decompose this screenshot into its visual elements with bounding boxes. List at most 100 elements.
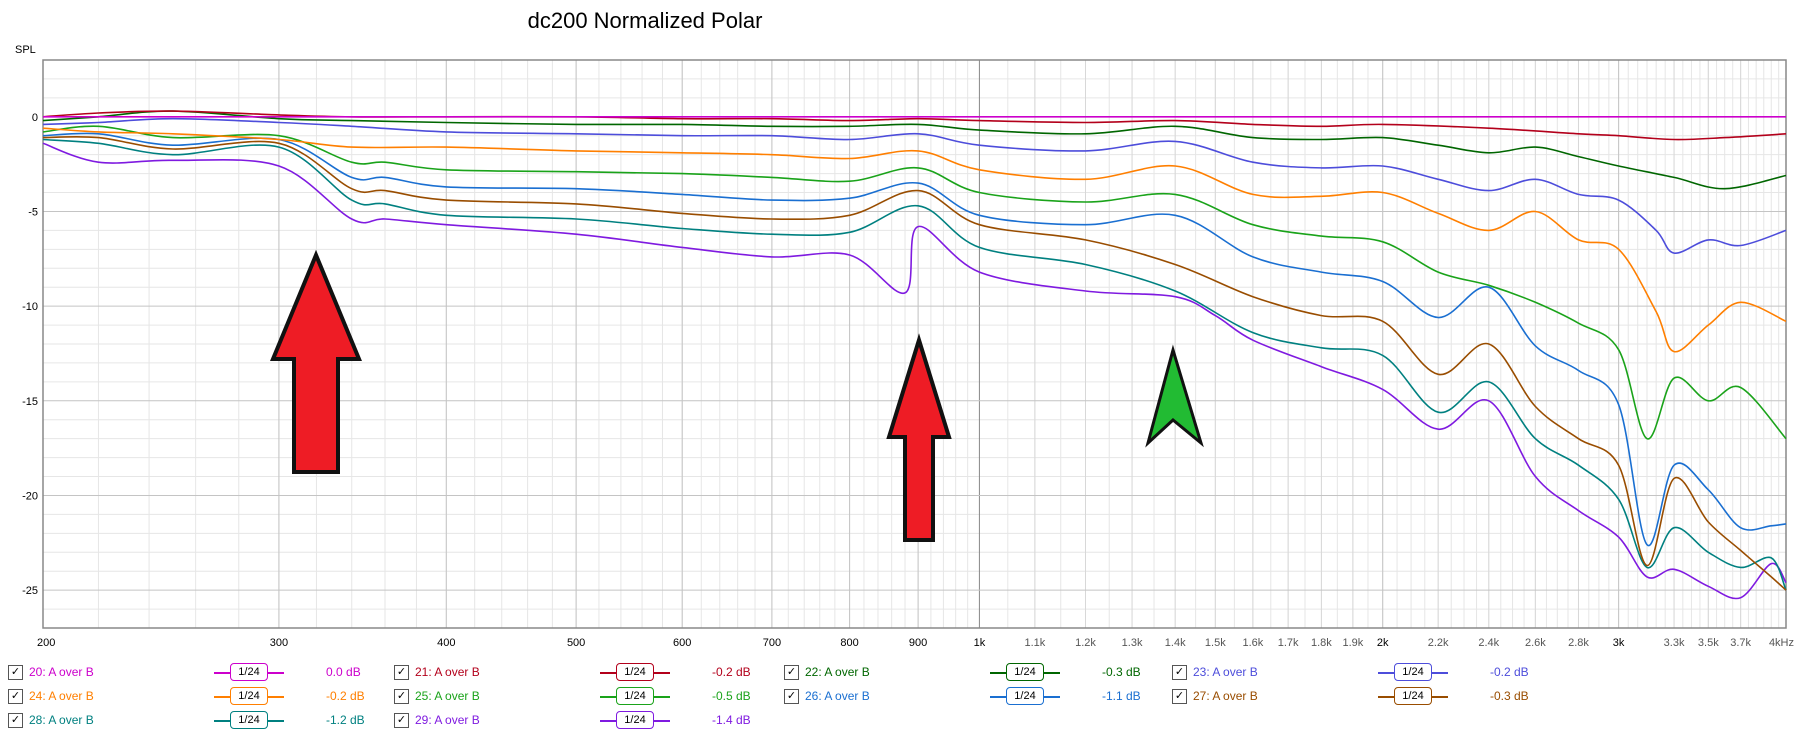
legend-checkbox[interactable]: ✓	[394, 689, 409, 704]
series-line	[42, 135, 1787, 591]
series-line	[42, 117, 1787, 254]
legend-checkbox[interactable]: ✓	[1172, 665, 1187, 680]
legend-entry: ✓ 25: A over B 1/24 -0.5 dB	[394, 686, 774, 706]
x-tick-label: 2.6k	[1525, 637, 1546, 649]
x-tick-label: 900	[909, 637, 927, 649]
legend-smoothing-label: 1/24	[616, 711, 654, 729]
y-tick-labels: 0 -5 -10 -15 -20 -25	[22, 112, 38, 597]
series-line	[42, 138, 1787, 591]
x-tick-label: 2.4k	[1478, 637, 1499, 649]
x-tick-label: 800	[840, 637, 858, 649]
x-tick-label: 300	[270, 637, 288, 649]
x-tick-label: 3.5k	[1698, 637, 1719, 649]
x-tick-label: 1.4k	[1165, 637, 1186, 649]
legend-smoothing-label: 1/24	[1394, 687, 1432, 705]
x-tick-label: 3.7k	[1730, 637, 1751, 649]
legend-checkbox[interactable]: ✓	[1172, 689, 1187, 704]
red-arrow-annotation-1	[270, 249, 362, 474]
legend-series-name: 23: A over B	[1193, 665, 1258, 679]
x-tick-label: 1.6k	[1242, 637, 1263, 649]
legend-offset: -0.2 dB	[712, 665, 751, 679]
legend-series-name: 21: A over B	[415, 665, 480, 679]
series-line	[42, 125, 1787, 440]
legend-smoothing-button[interactable]: 1/24	[1378, 663, 1448, 681]
legend-smoothing-button[interactable]: 1/24	[214, 663, 284, 681]
x-tick-label: 700	[763, 637, 781, 649]
legend-entry: ✓ 22: A over B 1/24 -0.3 dB	[784, 662, 1164, 682]
x-tick-label: 2.8k	[1568, 637, 1589, 649]
legend-entry: ✓ 21: A over B 1/24 -0.2 dB	[394, 662, 774, 682]
legend-offset: -0.3 dB	[1490, 689, 1529, 703]
legend-offset: 0.0 dB	[326, 665, 361, 679]
legend-entry: ✓ 23: A over B 1/24 -0.2 dB	[1172, 662, 1552, 682]
legend: ✓ 20: A over B 1/24 0.0 dB ✓ 21: A over B 1/24…	[0, 662, 1800, 734]
legend-checkbox[interactable]: ✓	[8, 689, 23, 704]
legend-series-name: 28: A over B	[29, 713, 94, 727]
series-line	[42, 142, 1787, 600]
legend-smoothing-label: 1/24	[1006, 687, 1044, 705]
legend-checkbox[interactable]: ✓	[8, 665, 23, 680]
legend-series-name: 22: A over B	[805, 665, 870, 679]
y-tick-label: -5	[28, 206, 38, 218]
y-tick-label: -25	[22, 585, 38, 597]
legend-checkbox[interactable]: ✓	[8, 713, 23, 728]
legend-entry: ✓ 24: A over B 1/24 -0.2 dB	[8, 686, 388, 706]
legend-smoothing-button[interactable]: 1/24	[214, 711, 284, 729]
x-tick-label: 400	[437, 637, 455, 649]
legend-smoothing-label: 1/24	[230, 687, 268, 705]
x-tick-label: 1k	[974, 637, 986, 649]
red-arrow-annotation-2	[886, 333, 952, 542]
x-tick-labels: 200 300 400 500 600 700 800 900 1k 1.1k 1.2k 1.3k 1.…	[37, 637, 1794, 649]
x-tick-label: 1.8k	[1311, 637, 1332, 649]
legend-smoothing-label: 1/24	[1394, 663, 1432, 681]
legend-entry: ✓ 29: A over B 1/24 -1.4 dB	[394, 710, 774, 730]
y-tick-label: 0	[32, 112, 38, 124]
legend-series-name: 24: A over B	[29, 689, 94, 703]
legend-entry: ✓ 26: A over B 1/24 -1.1 dB	[784, 686, 1164, 706]
x-tick-label: 3.3k	[1664, 637, 1685, 649]
legend-checkbox[interactable]: ✓	[784, 689, 799, 704]
x-tick-label: 1.2k	[1075, 637, 1096, 649]
legend-entry: ✓ 27: A over B 1/24 -0.3 dB	[1172, 686, 1552, 706]
legend-smoothing-button[interactable]: 1/24	[600, 711, 670, 729]
legend-offset: -1.4 dB	[712, 713, 751, 727]
legend-checkbox[interactable]: ✓	[394, 665, 409, 680]
x-tick-label: 2.2k	[1428, 637, 1449, 649]
legend-offset: -0.2 dB	[1490, 665, 1529, 679]
chart-plot: 0 -5 -10 -15 -20 -25 200 300 400 500 600 700 800 900…	[22, 59, 1794, 649]
legend-offset: -0.3 dB	[1102, 665, 1141, 679]
legend-smoothing-button[interactable]: 1/24	[600, 663, 670, 681]
y-tick-label: -15	[22, 396, 38, 408]
legend-smoothing-button[interactable]: 1/24	[1378, 687, 1448, 705]
legend-series-name: 25: A over B	[415, 689, 480, 703]
legend-series-name: 20: A over B	[29, 665, 94, 679]
legend-series-name: 26: A over B	[805, 689, 870, 703]
chart-title: dc200 Normalized Polar	[527, 8, 763, 33]
legend-smoothing-button[interactable]: 1/24	[990, 687, 1060, 705]
x-tick-label: 500	[567, 637, 585, 649]
y-tick-label: -20	[22, 490, 38, 502]
x-tick-label: 2k	[1377, 637, 1389, 649]
y-tick-label: -10	[22, 301, 38, 313]
series-line	[42, 127, 1787, 353]
legend-offset: -0.5 dB	[712, 689, 751, 703]
x-tick-label: 1.1k	[1024, 637, 1045, 649]
legend-checkbox[interactable]: ✓	[394, 713, 409, 728]
x-tick-label: 600	[673, 637, 691, 649]
plot-frame	[42, 59, 1787, 629]
series-layer	[42, 110, 1787, 600]
legend-offset: -0.2 dB	[326, 689, 365, 703]
green-arrowhead-annotation	[1145, 344, 1204, 448]
x-tick-label: 4kHz	[1769, 637, 1794, 649]
legend-checkbox[interactable]: ✓	[784, 665, 799, 680]
series-line	[42, 132, 1787, 547]
grid-major	[42, 60, 1787, 628]
legend-entry: ✓ 20: A over B 1/24 0.0 dB	[8, 662, 388, 682]
y-axis-label: SPL	[15, 44, 36, 56]
x-tick-label: 1.3k	[1122, 637, 1143, 649]
legend-smoothing-button[interactable]: 1/24	[214, 687, 284, 705]
x-tick-label: 200	[37, 637, 55, 649]
legend-smoothing-button[interactable]: 1/24	[600, 687, 670, 705]
legend-smoothing-button[interactable]: 1/24	[990, 663, 1060, 681]
legend-series-name: 27: A over B	[1193, 689, 1258, 703]
